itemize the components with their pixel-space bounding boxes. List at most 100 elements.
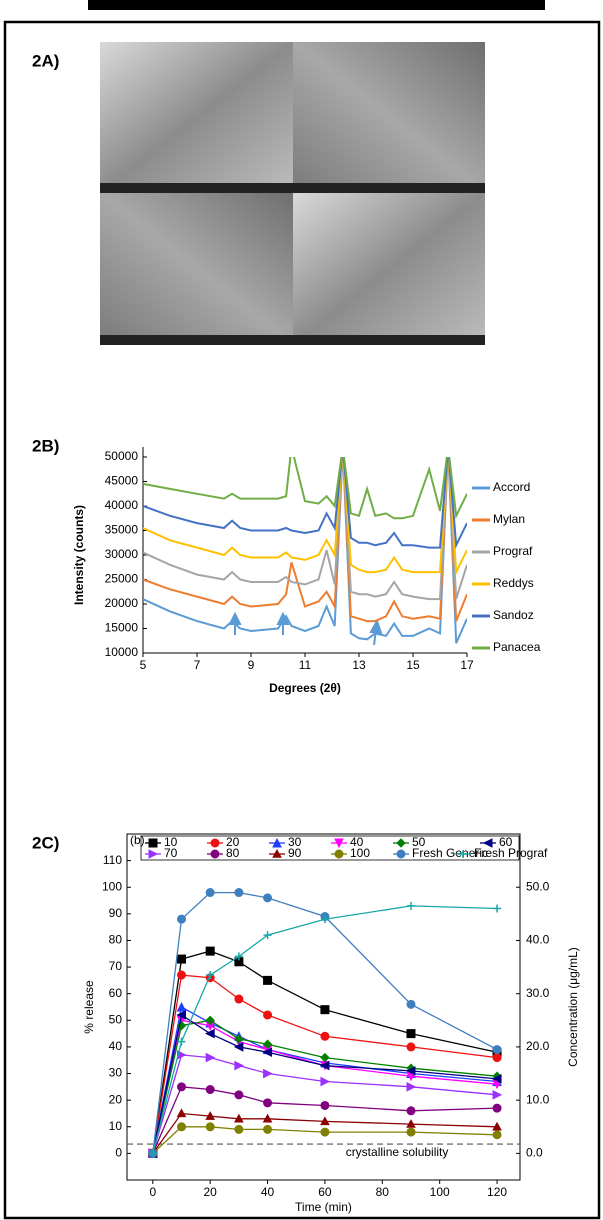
marker bbox=[177, 1037, 186, 1046]
y2-tick-label: 20.0 bbox=[526, 1039, 550, 1053]
series-line bbox=[152, 891, 498, 1154]
marker bbox=[263, 1010, 273, 1020]
legend-marker bbox=[334, 838, 344, 849]
legend-label: Reddys bbox=[493, 576, 534, 590]
marker bbox=[263, 1068, 273, 1079]
legend-marker bbox=[272, 848, 282, 858]
x-tick-label: 17 bbox=[460, 658, 474, 672]
marker bbox=[263, 893, 273, 903]
legend-label: 60 bbox=[499, 835, 513, 849]
x-tick-label: 60 bbox=[318, 1185, 332, 1199]
legend-box bbox=[140, 835, 520, 861]
legend-label: 50 bbox=[412, 835, 426, 849]
x-tick-label: 7 bbox=[194, 658, 201, 672]
marker bbox=[319, 1060, 330, 1071]
legend-marker bbox=[334, 849, 344, 859]
y-tick-label: 40 bbox=[109, 1039, 123, 1053]
marker bbox=[205, 888, 215, 898]
y-tick-label: 20 bbox=[109, 1092, 123, 1106]
marker bbox=[405, 1066, 416, 1076]
marker bbox=[234, 1124, 244, 1134]
x-axis-label: Degrees (2θ) bbox=[269, 681, 341, 695]
x-tick-label: 13 bbox=[352, 658, 366, 672]
marker bbox=[406, 1106, 416, 1116]
plot-area bbox=[147, 888, 503, 1159]
series-line bbox=[152, 1112, 498, 1154]
marker bbox=[320, 1005, 330, 1015]
marker bbox=[406, 1082, 417, 1092]
legend-label: Panacea bbox=[493, 640, 541, 654]
y-tick-label: 0 bbox=[115, 1146, 122, 1160]
legend-label: 100 bbox=[350, 846, 370, 860]
x-tick-label: 20 bbox=[204, 1185, 218, 1199]
legend-label: 20 bbox=[226, 835, 240, 849]
marker bbox=[320, 1116, 330, 1126]
legend-marker bbox=[272, 837, 282, 848]
y-tick-label: 30 bbox=[109, 1066, 123, 1080]
series-line bbox=[152, 974, 498, 1154]
marker bbox=[320, 1076, 331, 1087]
legend-label: Sandoz bbox=[493, 608, 534, 622]
marker bbox=[320, 1031, 330, 1041]
series-line bbox=[152, 1054, 498, 1154]
legend-marker bbox=[148, 838, 158, 848]
y-tick-label: 70 bbox=[109, 959, 123, 973]
series-line bbox=[152, 1126, 498, 1154]
y-tick-label: 30000 bbox=[105, 547, 139, 561]
y2-tick-label: 10.0 bbox=[526, 1092, 550, 1106]
legend-label: 10 bbox=[164, 835, 178, 849]
marker bbox=[234, 1034, 244, 1044]
marker bbox=[320, 1127, 330, 1137]
marker bbox=[148, 1149, 157, 1158]
series-line bbox=[152, 1086, 498, 1154]
marker bbox=[234, 1113, 244, 1123]
frame bbox=[3, 20, 601, 1220]
y-tick-label: 10 bbox=[109, 1119, 123, 1133]
sem-images bbox=[100, 42, 485, 345]
x-tick-label: 80 bbox=[376, 1185, 390, 1199]
marker bbox=[263, 975, 273, 985]
legend-marker bbox=[210, 849, 220, 859]
marker bbox=[234, 994, 244, 1004]
y2-tick-label: 40.0 bbox=[526, 933, 550, 947]
y-axis-label: % release bbox=[82, 980, 96, 1034]
marker bbox=[493, 904, 502, 913]
y-axis-label: Intensity (counts) bbox=[72, 505, 86, 605]
y-tick-label: 25000 bbox=[105, 572, 139, 586]
marker bbox=[205, 1015, 215, 1026]
marker bbox=[406, 1119, 416, 1128]
panel-label: 2B) bbox=[32, 436, 59, 455]
annotation: (b) bbox=[130, 833, 145, 847]
marker bbox=[492, 1103, 502, 1113]
marker bbox=[492, 1090, 503, 1100]
y-tick-label: 100 bbox=[102, 879, 122, 893]
y-tick-label: 50000 bbox=[105, 449, 139, 463]
marker bbox=[406, 1042, 416, 1052]
panel-label: 2A) bbox=[32, 51, 59, 70]
marker bbox=[233, 1042, 244, 1052]
y-tick-label: 45000 bbox=[105, 474, 139, 488]
series-line bbox=[152, 905, 498, 1154]
x-tick-label: 100 bbox=[430, 1185, 450, 1199]
legend-label: 40 bbox=[350, 835, 364, 849]
legend-marker bbox=[148, 849, 159, 859]
marker bbox=[205, 946, 215, 956]
y-tick-label: 80 bbox=[109, 933, 123, 947]
marker bbox=[406, 1029, 416, 1039]
x-axis-label: Time (min) bbox=[295, 1200, 352, 1214]
plot-frame bbox=[126, 833, 521, 1181]
marker bbox=[234, 888, 244, 898]
series-line bbox=[152, 1019, 498, 1154]
y-tick-label: 60 bbox=[109, 986, 123, 1000]
marker bbox=[262, 1039, 273, 1049]
marker bbox=[177, 954, 187, 964]
marker bbox=[492, 1045, 502, 1055]
reference-label: crystalline solubility bbox=[346, 1145, 449, 1159]
marker bbox=[406, 1127, 416, 1137]
marker bbox=[176, 1010, 187, 1020]
legend-label: 90 bbox=[288, 846, 302, 860]
x-tick-label: 40 bbox=[261, 1185, 275, 1199]
marker bbox=[234, 1060, 244, 1071]
y-tick-label: 20000 bbox=[105, 596, 139, 610]
series-line bbox=[152, 1005, 498, 1154]
